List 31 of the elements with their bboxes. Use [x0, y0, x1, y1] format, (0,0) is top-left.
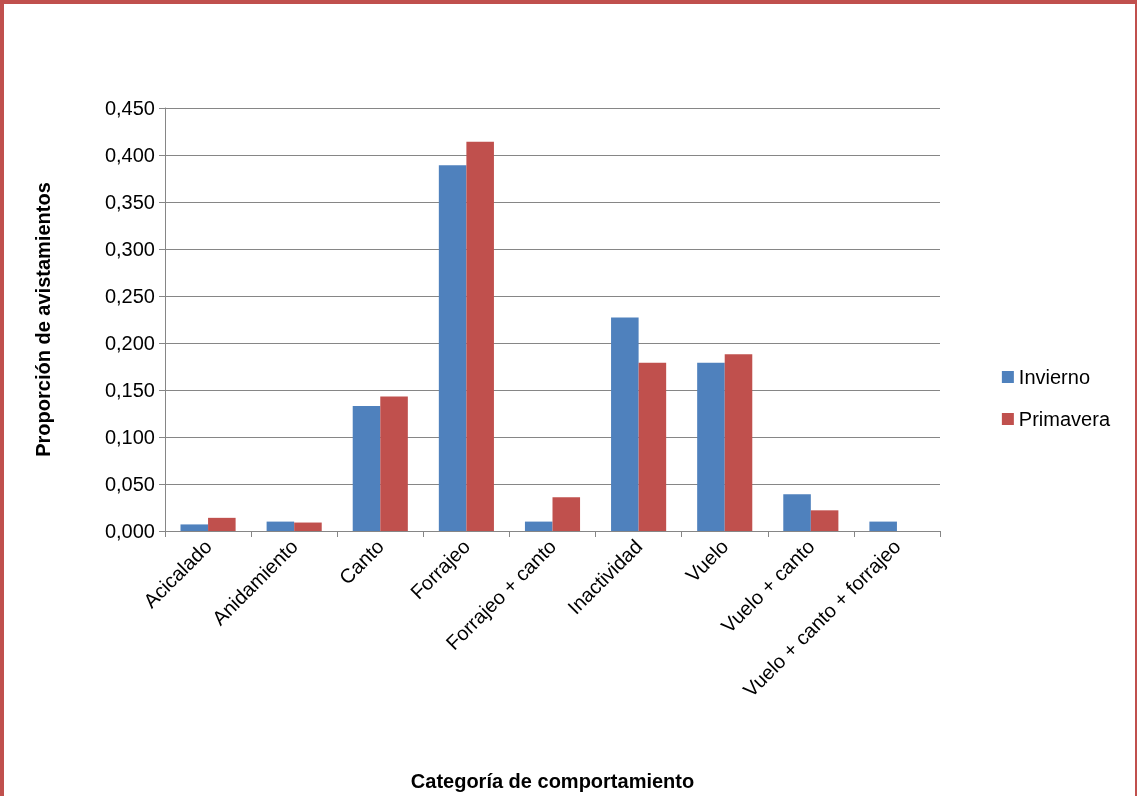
y-tick-label: 0,400: [104, 144, 155, 166]
bar: [524, 521, 553, 531]
y-tick-label: 0,000: [104, 520, 155, 542]
bar: [810, 510, 839, 531]
y-tick-label: 0,450: [104, 97, 155, 119]
y-axis-title: Proporción de avistamientos: [32, 182, 54, 457]
y-tick-label: 0,300: [104, 238, 155, 260]
bar: [352, 405, 381, 531]
bar: [294, 522, 322, 531]
bar: [208, 517, 236, 531]
y-tick-label: 0,350: [104, 191, 155, 213]
bar: [724, 354, 753, 531]
legend-label: Primavera: [1018, 408, 1111, 430]
y-tick-label: 0,200: [104, 332, 155, 354]
bar: [438, 165, 467, 531]
bar: [638, 362, 667, 531]
y-tick-label: 0,250: [104, 285, 155, 307]
bar: [466, 141, 494, 531]
bar: [869, 521, 897, 531]
x-axis-title: Categoría de comportamiento: [410, 770, 695, 792]
bar: [180, 524, 209, 531]
bar: [380, 396, 408, 531]
y-tick-label: 0,150: [104, 379, 155, 401]
y-tick-label: 0,100: [104, 426, 155, 448]
bar: [552, 497, 581, 531]
bar: [611, 317, 639, 531]
legend-label: Invierno: [1018, 366, 1091, 388]
bar: [783, 494, 811, 531]
y-tick-label: 0,050: [104, 473, 155, 495]
bar: [266, 521, 295, 531]
bar: [697, 362, 725, 531]
